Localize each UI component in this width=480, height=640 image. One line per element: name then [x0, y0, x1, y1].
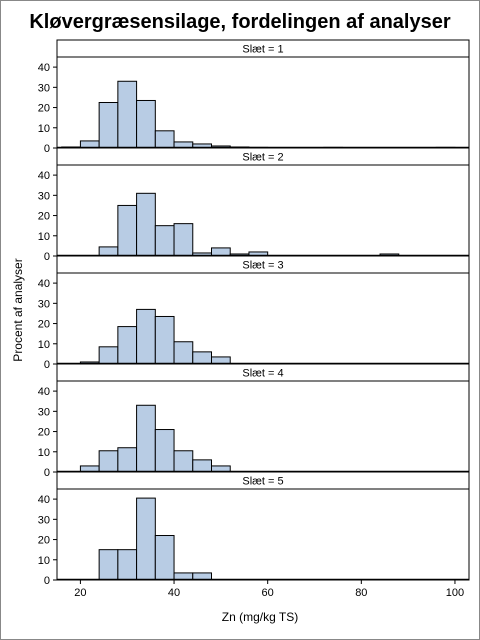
- y-tick-label: 30: [38, 82, 50, 94]
- y-tick-label: 30: [38, 406, 50, 418]
- y-tick-label: 40: [38, 170, 50, 182]
- y-tick-label: 0: [44, 575, 50, 587]
- histogram-bar: [136, 192, 156, 257]
- x-tick-label: 40: [168, 587, 180, 599]
- panel-slaet-3: Slæt = 3 0 10 20 30 40: [38, 255, 470, 371]
- y-tick-label: 40: [38, 278, 50, 290]
- panel-slaet-1: Slæt = 1 0 10 20 30 40: [38, 39, 470, 155]
- y-tick-label: 10: [38, 123, 50, 135]
- x-axis-label: Zn (mg/kg TS): [222, 610, 298, 624]
- y-tick-label: 0: [44, 143, 50, 155]
- x-tick-label: 20: [74, 587, 86, 599]
- x-tick-label: 100: [446, 587, 464, 599]
- histogram-bar: [136, 99, 156, 149]
- y-tick-label: 40: [38, 494, 50, 506]
- y-tick-label: 40: [38, 386, 50, 398]
- y-tick-label: 10: [38, 555, 50, 567]
- panel-slaet-5: Slæt = 5 0 10 20 30 40: [38, 471, 470, 587]
- y-tick-label: 30: [38, 298, 50, 310]
- panel-slaet-2: Slæt = 2 0 10 20 30 40: [38, 147, 470, 263]
- panel-strip-label: Slæt = 3: [242, 260, 283, 272]
- histogram-bar: [154, 225, 175, 257]
- panel-strip-label: Slæt = 5: [242, 476, 283, 488]
- y-tick-label: 0: [44, 467, 50, 479]
- histogram-bar: [117, 204, 138, 257]
- x-tick-label: 60: [262, 587, 274, 599]
- histogram-bar: [154, 429, 175, 473]
- histogram-bar: [98, 450, 119, 473]
- chart-title: Kløvergræsensilage, fordelingen af analy…: [29, 11, 450, 33]
- histogram-bar: [117, 326, 138, 365]
- panel-strip-label: Slæt = 4: [242, 368, 283, 380]
- histogram-bar: [136, 404, 156, 473]
- histogram-bar: [117, 549, 138, 581]
- x-tick-label: 80: [355, 587, 367, 599]
- histogram-bar: [192, 459, 212, 473]
- panel-strip-label: Slæt = 2: [242, 152, 283, 164]
- histogram-bar: [136, 497, 156, 581]
- histogram-bar: [98, 102, 119, 149]
- y-tick-label: 20: [38, 319, 50, 331]
- histogram-bar: [154, 315, 175, 365]
- y-tick-label: 40: [38, 62, 50, 74]
- histogram-bar: [98, 346, 119, 365]
- histogram-bar: [98, 246, 119, 257]
- y-tick-label: 20: [38, 427, 50, 439]
- histogram-bar: [117, 80, 138, 149]
- y-tick-label: 20: [38, 535, 50, 547]
- x-axis: 20 40 60 80 100: [74, 580, 464, 599]
- histogram-bar: [192, 351, 212, 365]
- y-tick-label: 10: [38, 447, 50, 459]
- y-tick-label: 30: [38, 190, 50, 202]
- histogram-bar: [117, 447, 138, 473]
- panel-slaet-4: Slæt = 4 0 10 20 30 40: [38, 363, 470, 479]
- histogram-bar: [173, 341, 194, 365]
- panel-strip-label: Slæt = 1: [242, 44, 283, 56]
- y-tick-label: 10: [38, 339, 50, 351]
- histogram-bar: [154, 535, 175, 581]
- y-tick-label: 20: [38, 211, 50, 223]
- y-tick-label: 30: [38, 514, 50, 526]
- histogram-bar: [154, 130, 175, 149]
- histogram-bar: [173, 223, 194, 257]
- y-tick-label: 0: [44, 359, 50, 371]
- histogram-bar: [173, 450, 194, 473]
- histogram-bar: [98, 549, 119, 581]
- y-tick-label: 10: [38, 231, 50, 243]
- histogram-bar: [136, 308, 156, 365]
- y-tick-label: 0: [44, 251, 50, 263]
- y-axis-label: Procent af analyser: [11, 258, 25, 361]
- y-tick-label: 20: [38, 103, 50, 115]
